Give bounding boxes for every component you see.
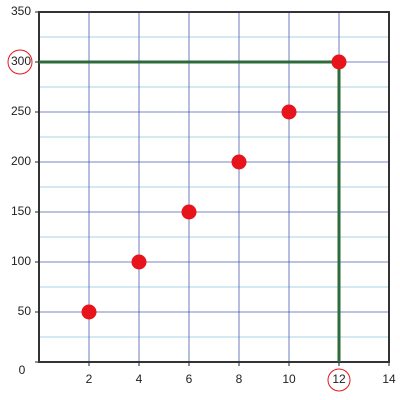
tick-highlight-ring	[327, 368, 351, 392]
x-tick-label: 14	[382, 372, 396, 386]
plot-frame	[38, 11, 390, 363]
x-tick-label: 12	[332, 372, 346, 386]
data-point	[81, 304, 97, 320]
data-point	[281, 104, 297, 120]
y-tick-label: 200	[11, 154, 31, 168]
data-point	[181, 204, 197, 220]
y-tick-label: 0	[19, 363, 26, 377]
y-tick-label: 100	[11, 254, 31, 268]
y-tick-label: 150	[11, 204, 31, 218]
y-tick-label: 350	[11, 4, 31, 18]
x-tick-label: 2	[86, 372, 93, 386]
data-point	[231, 154, 247, 170]
x-tick-label: 4	[136, 372, 143, 386]
x-tick-label: 8	[236, 372, 243, 386]
data-point	[131, 254, 147, 270]
y-tick-label: 250	[11, 104, 31, 118]
y-tick-label: 300	[11, 54, 31, 68]
tick-highlight-ring	[7, 49, 33, 75]
y-tick-label: 50	[18, 304, 32, 318]
data-point	[331, 54, 347, 70]
x-tick-label: 10	[282, 372, 296, 386]
x-tick-label: 6	[186, 372, 193, 386]
